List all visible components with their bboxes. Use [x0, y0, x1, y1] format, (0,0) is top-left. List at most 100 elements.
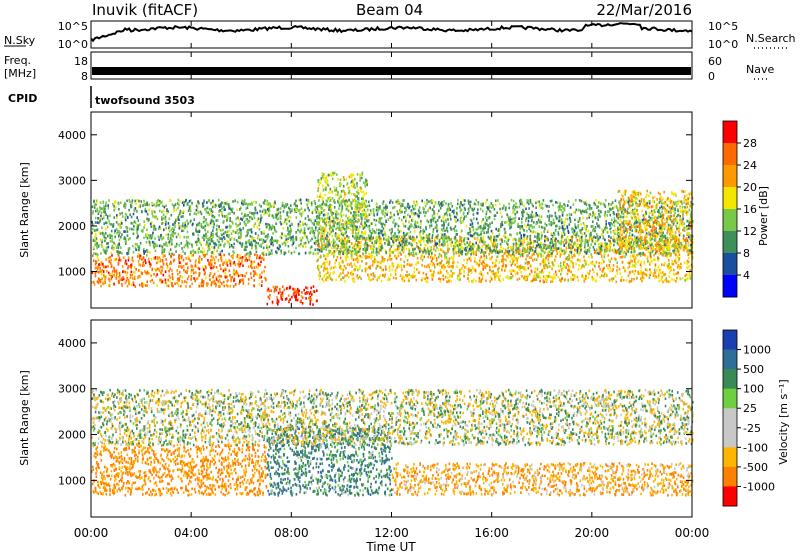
data-cell [580, 223, 582, 226]
data-cell [127, 265, 130, 268]
data-cell [271, 252, 273, 255]
data-cell [242, 278, 244, 281]
data-cell [673, 273, 676, 276]
data-cell [304, 245, 307, 248]
data-cell [472, 250, 475, 254]
data-cell [97, 253, 99, 256]
data-cell [502, 234, 505, 238]
data-cell [356, 220, 359, 224]
data-cell [356, 251, 358, 254]
data-cell [288, 230, 290, 233]
data-cell [591, 275, 593, 279]
data-cell [96, 221, 99, 224]
data-cell [528, 251, 530, 255]
data-cell [306, 286, 309, 290]
data-cell [479, 257, 482, 260]
data-cell [357, 276, 360, 280]
data-cell [157, 257, 159, 261]
data-cell [208, 223, 210, 227]
data-cell [525, 248, 527, 251]
data-cell [680, 262, 682, 266]
data-cell [584, 261, 586, 264]
data-cell [678, 223, 681, 226]
data-cell [622, 252, 625, 255]
data-cell [308, 292, 311, 296]
data-cell [649, 199, 651, 203]
data-cell [267, 223, 269, 226]
data-cell [190, 268, 193, 272]
data-cell [245, 253, 248, 256]
data-cell [600, 243, 602, 246]
data-cell [100, 284, 102, 288]
data-cell [190, 275, 193, 278]
data-cell [509, 276, 511, 279]
data-cell [178, 218, 180, 221]
data-cell [331, 278, 333, 282]
data-cell [189, 207, 192, 210]
data-cell [568, 213, 571, 216]
data-cell [240, 261, 243, 265]
data-cell [659, 206, 661, 210]
data-cell [239, 278, 242, 282]
data-cell [564, 227, 566, 231]
data-cell [152, 231, 154, 235]
data-cell [662, 249, 665, 253]
data-cell [464, 199, 466, 202]
data-cell [321, 234, 323, 238]
data-cell [660, 244, 662, 248]
data-cell [313, 223, 315, 226]
data-cell [249, 228, 251, 232]
data-cell [406, 259, 409, 262]
data-cell [531, 279, 534, 283]
data-cell [672, 262, 675, 266]
data-cell [326, 267, 329, 271]
data-cell [159, 278, 162, 282]
data-cell [523, 247, 526, 251]
data-cell [359, 275, 361, 279]
data-cell [103, 265, 105, 269]
data-cell [245, 257, 247, 260]
data-cell [688, 273, 690, 276]
data-cell [656, 210, 659, 213]
data-cell [247, 232, 249, 235]
data-cell [164, 281, 167, 284]
data-cell [681, 243, 683, 247]
data-cell [342, 271, 344, 275]
data-cell [611, 249, 614, 252]
data-cell [218, 205, 221, 208]
data-cell [257, 266, 259, 270]
data-cell [655, 220, 658, 224]
data-cell [144, 209, 146, 213]
data-cell [287, 206, 290, 210]
data-cell [270, 289, 272, 292]
data-cell [355, 258, 357, 261]
data-cell [525, 277, 527, 280]
data-cell [585, 227, 587, 231]
data-cell [348, 245, 351, 249]
data-cell [603, 255, 606, 259]
data-cell [368, 213, 371, 216]
data-cell [359, 254, 362, 258]
data-cell [244, 274, 246, 278]
data-cell [166, 264, 169, 268]
data-cell [373, 260, 376, 264]
data-cell [247, 282, 250, 286]
data-cell [272, 232, 274, 235]
data-cell [144, 202, 146, 206]
data-cell [480, 280, 482, 283]
data-cell [572, 278, 575, 281]
data-cell [165, 282, 168, 286]
data-cell [471, 280, 473, 283]
data-cell [469, 257, 472, 261]
data-cell [404, 255, 407, 258]
data-cell [456, 277, 459, 280]
data-cell [554, 247, 557, 250]
data-cell [213, 215, 216, 219]
data-cell [247, 229, 249, 232]
data-cell [517, 239, 520, 243]
data-cell [299, 212, 301, 215]
data-cell [471, 250, 473, 254]
data-cell [315, 210, 318, 214]
data-cell [482, 250, 485, 254]
data-cell [251, 201, 253, 205]
